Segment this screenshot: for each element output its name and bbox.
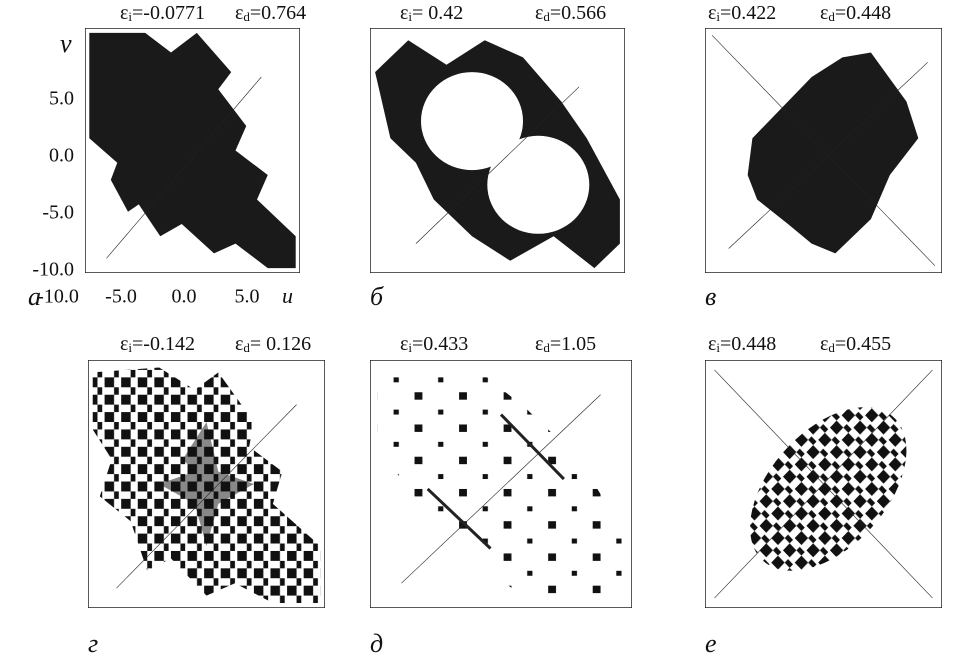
eps-sub: d <box>543 340 550 355</box>
eps-value: =0.455 <box>835 333 891 355</box>
eps-symbol: ε <box>535 333 543 355</box>
eps-d: εd=0.566 <box>535 2 606 24</box>
eps-sub: d <box>828 340 835 355</box>
eps-symbol: ε <box>235 333 243 355</box>
eps-symbol: ε <box>235 2 243 24</box>
panel-label: б <box>370 282 384 311</box>
eps-symbol: ε <box>120 2 128 24</box>
eps-d: εd=1.05 <box>535 333 596 355</box>
eps-value: =-0.0771 <box>132 2 205 24</box>
panel-g-plot <box>88 360 325 608</box>
panel-label: г <box>88 629 98 658</box>
panel-d-plot <box>370 360 632 608</box>
eps-i: εi=-0.0771 <box>120 2 205 24</box>
eps-sub: d <box>828 9 835 24</box>
eps-value: =0.422 <box>720 2 776 24</box>
eps-value: =0.764 <box>250 2 306 24</box>
eps-d: εd= 0.126 <box>235 333 311 355</box>
eps-value: = 0.42 <box>412 2 463 24</box>
eps-value: =0.448 <box>720 333 776 355</box>
eps-value: =0.566 <box>550 2 606 24</box>
eps-symbol: ε <box>708 333 716 355</box>
eps-symbol: ε <box>120 333 128 355</box>
eps-d: εd=0.764 <box>235 2 306 24</box>
eps-symbol: ε <box>400 333 408 355</box>
eps-i: εi= 0.42 <box>400 2 463 24</box>
y-tick-label: 5.0 <box>49 88 74 110</box>
eps-value: =1.05 <box>550 333 596 355</box>
x-tick-label: -5.0 <box>105 286 137 308</box>
panel-label: д <box>370 629 383 658</box>
y-axis-label: v <box>60 29 72 58</box>
panel-v-plot <box>705 28 942 273</box>
panel-b-plot <box>370 28 625 273</box>
y-tick-label: 0.0 <box>49 145 74 167</box>
eps-value: =0.433 <box>412 333 468 355</box>
eps-sub: i <box>716 9 720 24</box>
panel-label: a <box>28 282 41 311</box>
panel-label: в <box>705 282 716 311</box>
eps-i: εi=0.448 <box>708 333 776 355</box>
eps-value: =-0.142 <box>132 333 195 355</box>
eps-symbol: ε <box>535 2 543 24</box>
eps-sub: i <box>716 340 720 355</box>
eps-sub: i <box>408 9 412 24</box>
eps-symbol: ε <box>400 2 408 24</box>
eps-i: εi=0.422 <box>708 2 776 24</box>
eps-value: =0.448 <box>835 2 891 24</box>
eps-d: εd=0.455 <box>820 333 891 355</box>
eps-i: εi=0.433 <box>400 333 468 355</box>
eps-value: = 0.126 <box>250 333 311 355</box>
x-tick-label: 0.0 <box>172 286 197 308</box>
x-axis-label: u <box>282 283 293 308</box>
eps-d: εd=0.448 <box>820 2 891 24</box>
y-tick-label: -5.0 <box>42 202 74 224</box>
eps-i: εi=-0.142 <box>120 333 195 355</box>
panel-e-plot <box>705 360 942 608</box>
eps-sub: d <box>543 9 550 24</box>
panel-label: е <box>705 629 717 658</box>
y-tick-label: -10.0 <box>32 259 74 281</box>
eps-sub: d <box>243 340 250 355</box>
eps-symbol: ε <box>820 333 828 355</box>
panel-a-plot <box>85 28 300 273</box>
x-tick-label: -10.0 <box>37 286 79 308</box>
eps-sub: i <box>408 340 412 355</box>
eps-symbol: ε <box>708 2 716 24</box>
x-tick-label: 5.0 <box>235 286 260 308</box>
eps-sub: i <box>128 340 132 355</box>
eps-sub: d <box>243 9 250 24</box>
eps-symbol: ε <box>820 2 828 24</box>
eps-sub: i <box>128 9 132 24</box>
